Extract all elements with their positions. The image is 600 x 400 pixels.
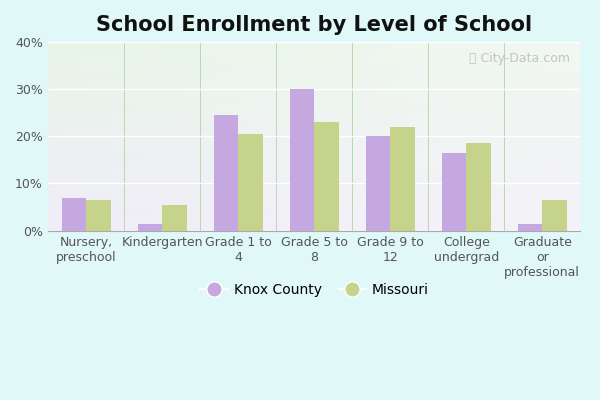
Title: School Enrollment by Level of School: School Enrollment by Level of School: [96, 15, 532, 35]
Bar: [518, 224, 542, 230]
Bar: [314, 122, 338, 230]
Bar: [542, 200, 566, 230]
Bar: [86, 200, 111, 230]
Text: ⓘ City-Data.com: ⓘ City-Data.com: [469, 52, 569, 64]
Bar: [391, 127, 415, 230]
Bar: [163, 205, 187, 230]
Bar: [442, 153, 466, 230]
Bar: [214, 115, 238, 230]
Legend: Knox County, Missouri: Knox County, Missouri: [194, 278, 434, 303]
Bar: [62, 198, 86, 230]
Bar: [138, 224, 163, 230]
Bar: [238, 134, 263, 230]
Bar: [466, 144, 491, 230]
Bar: [366, 136, 391, 230]
Bar: [290, 89, 314, 230]
